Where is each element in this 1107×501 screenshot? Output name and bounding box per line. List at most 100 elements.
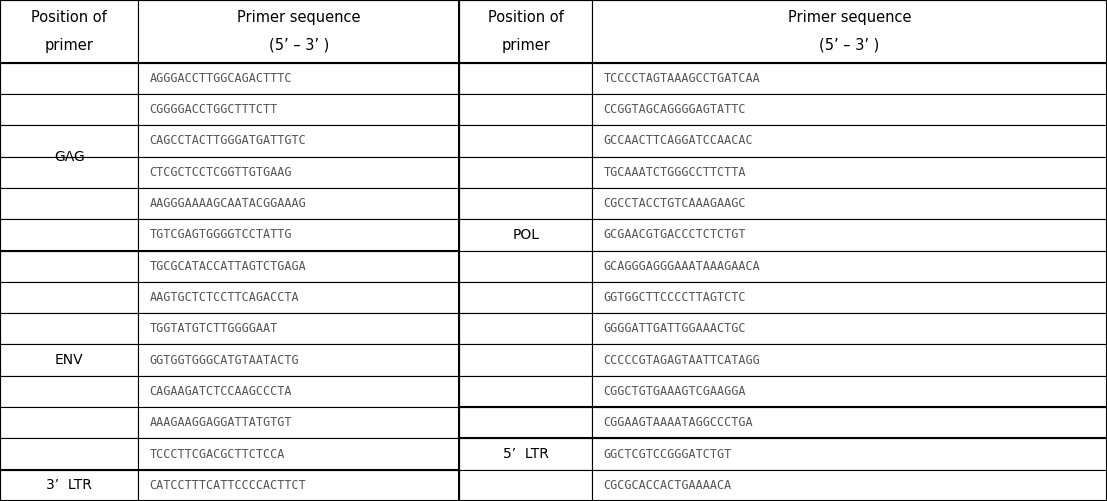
- Text: GCCAACTTCAGGATCCAACAC: GCCAACTTCAGGATCCAACAC: [603, 134, 753, 147]
- Text: CCCCCGTAGAGTAATTCATAGG: CCCCCGTAGAGTAATTCATAGG: [603, 354, 761, 367]
- Bar: [138, 438, 459, 470]
- Text: TGGTATGTCTTGGGGAAT: TGGTATGTCTTGGGGAAT: [149, 322, 278, 335]
- Bar: [592, 157, 1107, 188]
- Text: primer: primer: [501, 38, 550, 53]
- Text: CGGGGACCTGGCTTTCTT: CGGGGACCTGGCTTTCTT: [149, 103, 278, 116]
- Text: 5’  LTR: 5’ LTR: [503, 447, 549, 461]
- Bar: [592, 94, 1107, 125]
- Bar: [0, 219, 138, 250]
- Bar: [138, 470, 459, 501]
- Bar: [0, 313, 138, 345]
- Bar: [459, 438, 592, 470]
- Text: ENV: ENV: [55, 353, 83, 367]
- Bar: [592, 0, 1107, 63]
- Bar: [592, 250, 1107, 282]
- Bar: [592, 407, 1107, 438]
- Bar: [0, 94, 138, 125]
- Bar: [592, 188, 1107, 219]
- Text: Position of: Position of: [31, 10, 107, 25]
- Bar: [0, 0, 138, 63]
- Bar: [138, 282, 459, 313]
- Bar: [0, 376, 138, 407]
- Bar: [592, 219, 1107, 250]
- Text: GGTGGCTTCCCCTTAGTCTC: GGTGGCTTCCCCTTAGTCTC: [603, 291, 746, 304]
- Text: GGTGGTGGGCATGTAATACTG: GGTGGTGGGCATGTAATACTG: [149, 354, 299, 367]
- Text: CGGAAGTAAAATAGGCCCTGA: CGGAAGTAAAATAGGCCCTGA: [603, 416, 753, 429]
- Bar: [459, 63, 592, 94]
- Text: GAG: GAG: [54, 150, 84, 163]
- Bar: [138, 345, 459, 376]
- Text: GGGGATTGATTGGAAACTGC: GGGGATTGATTGGAAACTGC: [603, 322, 746, 335]
- Text: AAGTGCTCTCCTTCAGACCTA: AAGTGCTCTCCTTCAGACCTA: [149, 291, 299, 304]
- Text: 3’  LTR: 3’ LTR: [46, 478, 92, 492]
- Text: AAGGGAAAAGCAATACGGAAAG: AAGGGAAAAGCAATACGGAAAG: [149, 197, 307, 210]
- Text: CTCGCTCCTCGGTTGTGAAG: CTCGCTCCTCGGTTGTGAAG: [149, 166, 292, 179]
- Bar: [592, 470, 1107, 501]
- Text: AGGGACCTTGGCAGACTTTC: AGGGACCTTGGCAGACTTTC: [149, 72, 292, 85]
- Bar: [138, 63, 459, 94]
- Bar: [138, 0, 459, 63]
- Bar: [0, 157, 138, 188]
- Bar: [592, 376, 1107, 407]
- Bar: [459, 125, 592, 157]
- Bar: [592, 125, 1107, 157]
- Text: CCGGTAGCAGGGGAGTATTC: CCGGTAGCAGGGGAGTATTC: [603, 103, 746, 116]
- Bar: [138, 188, 459, 219]
- Text: TCCCCTAGTAAAGCCTGATCAA: TCCCCTAGTAAAGCCTGATCAA: [603, 72, 761, 85]
- Text: TGCAAATCTGGGCCTTCTTA: TGCAAATCTGGGCCTTCTTA: [603, 166, 746, 179]
- Bar: [0, 345, 138, 376]
- Bar: [459, 188, 592, 219]
- Bar: [592, 438, 1107, 470]
- Text: (5’ – 3’ ): (5’ – 3’ ): [819, 38, 880, 53]
- Bar: [0, 282, 138, 313]
- Bar: [459, 345, 592, 376]
- Bar: [459, 282, 592, 313]
- Bar: [459, 157, 592, 188]
- Bar: [0, 188, 138, 219]
- Bar: [138, 250, 459, 282]
- Bar: [592, 345, 1107, 376]
- Bar: [138, 157, 459, 188]
- Bar: [459, 219, 592, 250]
- Text: Primer sequence: Primer sequence: [237, 10, 361, 25]
- Bar: [459, 313, 592, 345]
- Text: (5’ – 3’ ): (5’ – 3’ ): [269, 38, 329, 53]
- Bar: [138, 376, 459, 407]
- Bar: [459, 94, 592, 125]
- Bar: [138, 313, 459, 345]
- Bar: [0, 470, 138, 501]
- Text: CAGAAGATCTCCAAGCCCTA: CAGAAGATCTCCAAGCCCTA: [149, 385, 292, 398]
- Bar: [138, 219, 459, 250]
- Text: TGTCGAGTGGGGTCCTATTG: TGTCGAGTGGGGTCCTATTG: [149, 228, 292, 241]
- Text: GCAGGGAGGGAAATAAAGAACA: GCAGGGAGGGAAATAAAGAACA: [603, 260, 761, 273]
- Bar: [138, 94, 459, 125]
- Text: primer: primer: [44, 38, 94, 53]
- Text: CAGCCTACTTGGGATGATTGTC: CAGCCTACTTGGGATGATTGTC: [149, 134, 307, 147]
- Text: CGCCTACCTGTCAAAGAAGC: CGCCTACCTGTCAAAGAAGC: [603, 197, 746, 210]
- Bar: [459, 376, 592, 407]
- Bar: [459, 0, 592, 63]
- Text: TGCGCATACCATTAGTCTGAGA: TGCGCATACCATTAGTCTGAGA: [149, 260, 307, 273]
- Bar: [138, 407, 459, 438]
- Text: CGCGCACCACTGAAAACA: CGCGCACCACTGAAAACA: [603, 479, 732, 492]
- Bar: [459, 470, 592, 501]
- Text: CGGCTGTGAAAGTCGAAGGA: CGGCTGTGAAAGTCGAAGGA: [603, 385, 746, 398]
- Bar: [592, 282, 1107, 313]
- Bar: [138, 125, 459, 157]
- Text: Position of: Position of: [488, 10, 563, 25]
- Text: Primer sequence: Primer sequence: [788, 10, 911, 25]
- Text: GGCTCGTCCGGGATCTGT: GGCTCGTCCGGGATCTGT: [603, 447, 732, 460]
- Bar: [0, 63, 138, 94]
- Text: AAAGAAGGAGGATTATGTGT: AAAGAAGGAGGATTATGTGT: [149, 416, 292, 429]
- Bar: [0, 125, 138, 157]
- Text: GCGAACGTGACCCTCTCTGT: GCGAACGTGACCCTCTCTGT: [603, 228, 746, 241]
- Text: POL: POL: [513, 228, 539, 242]
- Bar: [592, 313, 1107, 345]
- Bar: [592, 63, 1107, 94]
- Bar: [0, 407, 138, 438]
- Text: TCCCTTCGACGCTTCTCCA: TCCCTTCGACGCTTCTCCA: [149, 447, 284, 460]
- Bar: [459, 407, 592, 438]
- Bar: [0, 250, 138, 282]
- Text: CATCCTTTCATTCCCCACTTCT: CATCCTTTCATTCCCCACTTCT: [149, 479, 307, 492]
- Bar: [0, 438, 138, 470]
